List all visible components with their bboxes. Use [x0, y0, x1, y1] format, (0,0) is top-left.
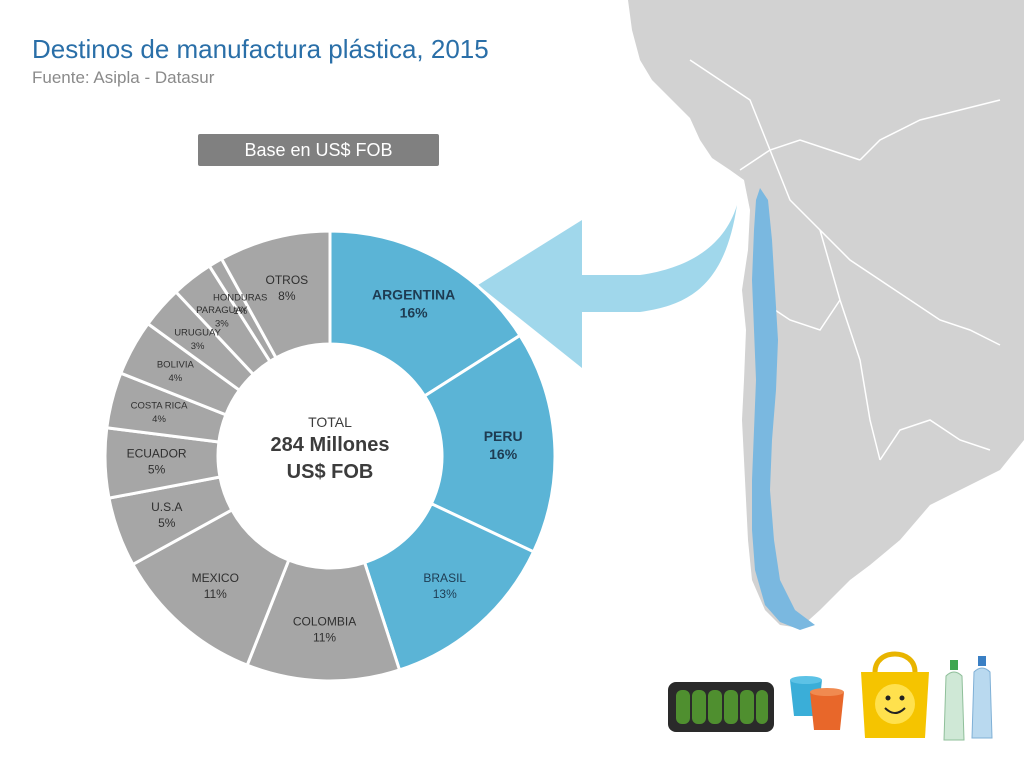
slice-label-otros: OTROS — [266, 273, 309, 287]
slide-subtitle: Fuente: Asipla - Datasur — [32, 68, 215, 87]
slice-value-ecuador: 5% — [148, 462, 166, 476]
slice-label-paraguay: PARAGUAY — [196, 305, 248, 316]
slice-label-peru: PERU — [484, 428, 523, 444]
slice-label-honduras: HONDURAS — [213, 292, 267, 303]
cucumbers-tray-image — [664, 674, 778, 738]
flower-pots-image — [786, 674, 850, 734]
slice-label-brasil: BRASIL — [423, 571, 466, 585]
slice-value-peru: 16% — [489, 446, 518, 462]
slice-value-colombia: 11% — [313, 630, 336, 644]
slide-title: Destinos de manufactura plástica, 2015 — [32, 34, 489, 64]
slice-label-uruguay: URUGUAY — [174, 328, 221, 339]
pointer-arrow — [478, 205, 737, 368]
donut-slices — [103, 229, 557, 683]
slice-value-paraguay: 3% — [215, 318, 229, 329]
slice-value-costa-rica: 4% — [152, 414, 166, 425]
slice-argentina — [328, 229, 523, 399]
center-total-unit: US$ FOB — [287, 461, 374, 483]
donut-labels: ARGENTINA 16% PERU 16% BRASIL 13% COLOMBIA 11% M… — [127, 273, 523, 644]
slice-label-u-s-a: U.S.A — [151, 500, 182, 514]
slice-value-otros: 8% — [278, 289, 296, 303]
plastic-bottles-image — [940, 652, 996, 744]
slice-value-mexico: 11% — [204, 587, 227, 601]
center-total-value: 284 Millones — [271, 434, 390, 456]
slice-peru — [422, 333, 557, 554]
chile-highlight — [752, 188, 815, 630]
slice-label-ecuador: ECUADOR — [127, 446, 187, 460]
continent-shape — [628, 0, 1024, 628]
slice-value-brasil: 13% — [433, 587, 457, 601]
slice-label-costa-rica: COSTA RICA — [131, 401, 188, 412]
slice-label-argentina: ARGENTINA — [372, 287, 455, 303]
donut-center: TOTAL 284 Millones US$ FOB — [271, 414, 390, 483]
smiley-bag-image — [853, 642, 937, 740]
slice-otros — [219, 229, 332, 360]
slice-value-bolivia: 4% — [168, 373, 182, 384]
slice-value-honduras: 1% — [233, 306, 247, 317]
slice-label-mexico: MEXICO — [192, 571, 239, 585]
slice-label-bolivia: BOLIVIA — [157, 359, 195, 370]
base-label-badge: Base en US$ FOB — [198, 134, 439, 166]
slice-value-uruguay: 3% — [191, 341, 205, 352]
slice-value-argentina: 16% — [400, 305, 429, 321]
slice-value-u-s-a: 5% — [158, 516, 176, 530]
slice-label-colombia: COLOMBIA — [293, 614, 356, 628]
center-total-label: TOTAL — [308, 414, 352, 430]
country-borders — [689, 59, 1001, 461]
